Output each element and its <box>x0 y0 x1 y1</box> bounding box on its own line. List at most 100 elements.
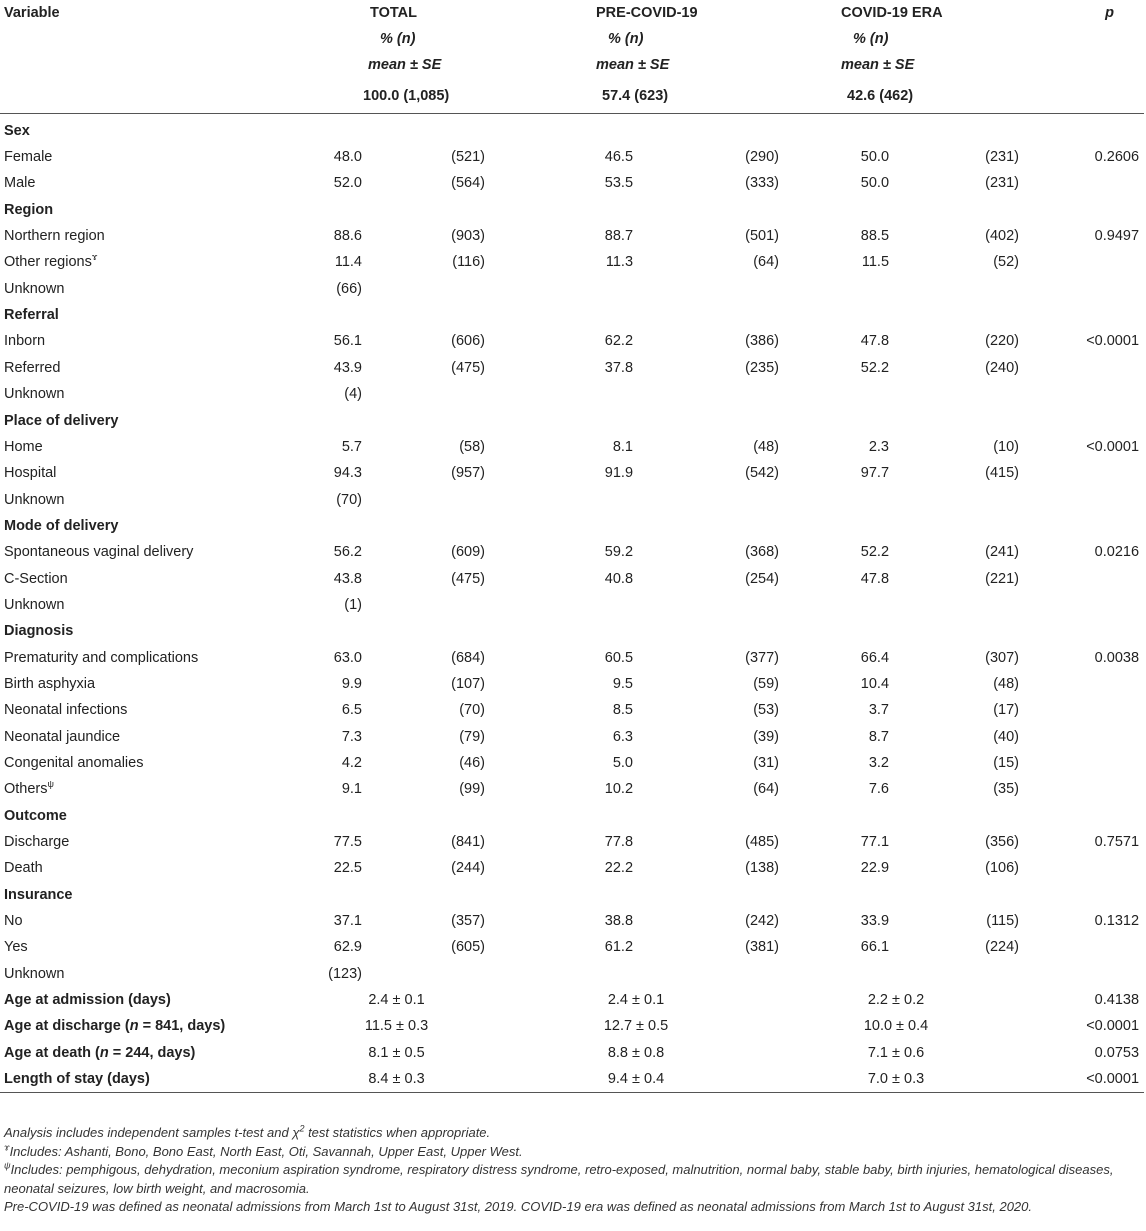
pre-n-cell: (53) <box>753 702 780 719</box>
p-value-cell <box>1033 486 1144 512</box>
table-row: Death 22.5 (244) 22.2 (138) 22.9 (106) <box>0 855 1144 881</box>
covid-n-cell: (220) <box>985 333 1020 350</box>
covid-n-cell: (15) <box>993 754 1020 771</box>
covid-pct-cell: 97.7 <box>860 465 890 482</box>
group-header-row: Outcome <box>0 803 1144 829</box>
covid-pct-cell: 8.7 <box>868 728 890 745</box>
pre-mean-cell: 8.8 ± 0.8 <box>607 1044 665 1061</box>
total-n-cell: (58) <box>459 438 486 455</box>
p-value-cell <box>1033 381 1144 407</box>
total-pct-cell: 56.2 <box>333 544 362 561</box>
row-label: Hospital <box>0 460 288 486</box>
total-n-cell <box>398 276 532 302</box>
pre-n-cell <box>645 486 779 512</box>
header-covid-summary: 42.6 (462) <box>779 78 1034 114</box>
p-value-cell <box>1033 855 1144 881</box>
total-pct-cell: (70) <box>336 491 362 508</box>
row-label-text: Other regions <box>4 254 92 271</box>
covid-n-cell: (221) <box>985 570 1020 587</box>
pre-pct-cell: 22.2 <box>604 860 634 877</box>
pre-pct-cell: 6.3 <box>612 728 634 745</box>
footnote-marker: ɤ <box>91 252 98 263</box>
total-pct-cell: 9.9 <box>341 675 362 692</box>
p-value-cell: <0.0001 <box>1086 438 1140 455</box>
pre-n-cell: (31) <box>753 754 780 771</box>
pre-n-cell: (138) <box>745 860 780 877</box>
group-label: Referral <box>4 307 59 324</box>
row-label-text: Unknown <box>4 491 65 508</box>
row-label: Birth asphyxia <box>0 671 288 697</box>
total-n-cell: (957) <box>451 465 486 482</box>
row-label-var: n <box>129 1018 139 1035</box>
row-label-text: Female <box>4 149 53 166</box>
pre-pct-cell: 37.8 <box>604 359 634 376</box>
p-value-cell <box>1033 460 1144 486</box>
table-row: Othersψ 9.1 (99) 10.2 (64) 7.6 (35) <box>0 776 1144 802</box>
covid-n-cell <box>902 381 1033 407</box>
row-label-text: No <box>4 913 23 930</box>
total-n-cell <box>398 592 532 618</box>
row-label: Inborn <box>0 328 288 354</box>
p-value-cell <box>1033 671 1144 697</box>
table-row: Congenital anomalies 4.2 (46) 5.0 (31) 3.2 (15… <box>0 750 1144 776</box>
total-pct-cell: 77.5 <box>333 834 362 851</box>
row-label: C-Section <box>0 565 288 591</box>
pre-pct-cell: 5.0 <box>612 754 634 771</box>
total-mean-cell: 8.1 ± 0.5 <box>368 1044 425 1061</box>
pre-n-cell: (242) <box>745 913 780 930</box>
total-n-cell: (605) <box>451 939 486 956</box>
p-value-cell: 0.9497 <box>1094 228 1140 245</box>
covid-pct-cell: 52.2 <box>860 544 890 561</box>
covid-pct-cell: 77.1 <box>860 834 890 851</box>
total-n-cell: (606) <box>451 333 486 350</box>
pre-mean-cell: 12.7 ± 0.5 <box>603 1018 669 1035</box>
row-label-text: Unknown <box>4 386 65 403</box>
p-value-cell <box>1033 355 1144 381</box>
table-row: Discharge 77.5 (841) 77.8 (485) 77.1 (356) 0.75… <box>0 829 1144 855</box>
total-pct-cell: 94.3 <box>333 465 362 482</box>
characteristics-table: Variable TOTAL PRE-COVID-19 COVID-19 ERA… <box>0 5 1145 1094</box>
covid-n-cell: (231) <box>985 175 1020 192</box>
covid-pct-cell <box>779 276 902 302</box>
group-header-row: Region <box>0 197 1144 223</box>
footnote-marker: ψ <box>47 779 54 790</box>
group-label: Region <box>4 201 54 218</box>
covid-n-cell: (402) <box>985 228 1020 245</box>
pre-n-cell <box>645 961 779 987</box>
pre-pct-cell: 9.5 <box>612 675 634 692</box>
table-row: Neonatal infections 6.5 (70) 8.5 (53) 3.7 (17) <box>0 697 1144 723</box>
covid-n-cell: (356) <box>985 834 1020 851</box>
table-row: Prematurity and complications 63.0 (684) 60… <box>0 644 1144 670</box>
row-label-text: Discharge <box>4 834 70 851</box>
row-label: Prematurity and complications <box>0 644 288 670</box>
footnote-analysis: Analysis includes independent samples t-… <box>4 1123 491 1140</box>
covid-pct-cell: 22.9 <box>860 860 890 877</box>
header-total-mean: mean ± SE <box>368 57 442 74</box>
row-label: Female <box>0 144 288 170</box>
covid-n-cell <box>902 486 1033 512</box>
covid-n-cell: (224) <box>985 939 1020 956</box>
total-pct-cell: 22.5 <box>333 860 362 877</box>
total-mean-cell: 11.5 ± 0.3 <box>364 1018 429 1035</box>
total-mean-cell: 8.4 ± 0.3 <box>288 1065 533 1094</box>
total-pct-cell: 4.2 <box>341 754 362 771</box>
table-row: Referred 43.9 (475) 37.8 (235) 52.2 (240) <box>0 355 1144 381</box>
footnote-period: Pre-COVID-19 was defined as neonatal adm… <box>4 1199 1032 1215</box>
table-row: No 37.1 (357) 38.8 (242) 33.9 (115) 0.1312 <box>0 908 1144 934</box>
total-n-cell: (521) <box>451 149 486 166</box>
p-value-cell: 0.1312 <box>1094 913 1140 930</box>
pre-n-cell: (48) <box>753 438 780 455</box>
total-pct-cell: (66) <box>336 280 362 297</box>
header-covid-pct: % (n) <box>853 31 889 48</box>
table-row: Female 48.0 (521) 46.5 (290) 50.0 (231) 0.2606 <box>0 144 1144 170</box>
total-n-cell: (70) <box>459 702 486 719</box>
table-row: Unknown (4) <box>0 381 1144 407</box>
pre-n-cell <box>645 592 779 618</box>
covid-pct-cell: 66.1 <box>860 939 890 956</box>
covid-pct-cell: 33.9 <box>860 913 890 930</box>
row-label-text: Unknown <box>4 965 65 982</box>
total-n-cell <box>398 961 532 987</box>
covid-mean-cell: 7.0 ± 0.3 <box>779 1065 1034 1094</box>
covid-n-cell: (35) <box>993 781 1020 798</box>
group-label: Sex <box>4 122 30 139</box>
